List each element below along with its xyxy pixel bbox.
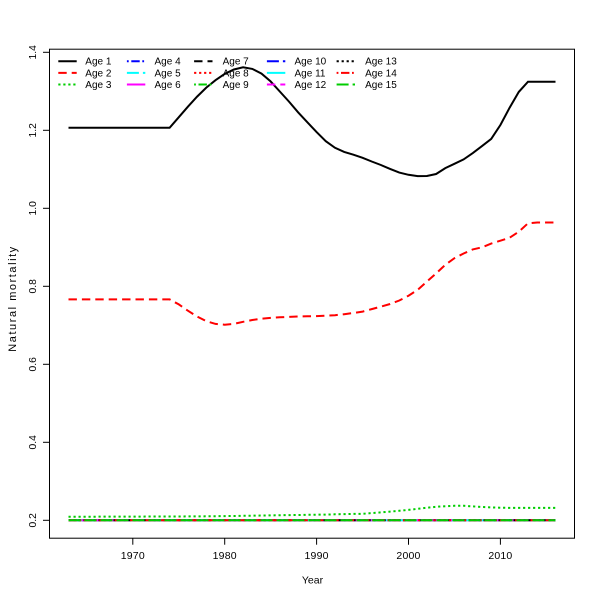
svg-text:2000: 2000 xyxy=(396,550,420,562)
svg-text:Age 4: Age 4 xyxy=(155,57,182,68)
svg-text:0.2: 0.2 xyxy=(28,513,39,528)
svg-text:1980: 1980 xyxy=(213,550,237,562)
svg-text:Age 15: Age 15 xyxy=(365,80,397,91)
svg-text:Year: Year xyxy=(302,575,324,587)
svg-text:Age 10: Age 10 xyxy=(295,57,327,68)
svg-text:2010: 2010 xyxy=(488,550,512,562)
svg-text:Age 9: Age 9 xyxy=(223,80,250,91)
svg-text:1990: 1990 xyxy=(305,550,329,562)
svg-text:1970: 1970 xyxy=(121,550,145,562)
svg-text:Age 5: Age 5 xyxy=(155,68,182,79)
svg-text:1.4: 1.4 xyxy=(28,45,39,60)
svg-text:Natural mortality: Natural mortality xyxy=(7,245,19,351)
svg-text:Age 12: Age 12 xyxy=(295,80,327,91)
svg-text:Age 13: Age 13 xyxy=(365,57,397,68)
svg-text:Age 1: Age 1 xyxy=(85,57,112,68)
svg-text:Age 8: Age 8 xyxy=(223,68,250,79)
svg-text:Age 3: Age 3 xyxy=(85,80,112,91)
svg-text:Age 6: Age 6 xyxy=(155,80,182,91)
svg-text:Age 7: Age 7 xyxy=(223,57,250,68)
svg-text:0.6: 0.6 xyxy=(28,357,39,372)
svg-text:Age 11: Age 11 xyxy=(295,68,326,79)
svg-text:1.2: 1.2 xyxy=(28,123,39,138)
svg-text:1.0: 1.0 xyxy=(28,201,39,216)
svg-text:Age 2: Age 2 xyxy=(85,68,112,79)
svg-text:Age 14: Age 14 xyxy=(365,68,397,79)
svg-text:0.4: 0.4 xyxy=(28,435,39,450)
svg-text:0.8: 0.8 xyxy=(28,279,39,294)
